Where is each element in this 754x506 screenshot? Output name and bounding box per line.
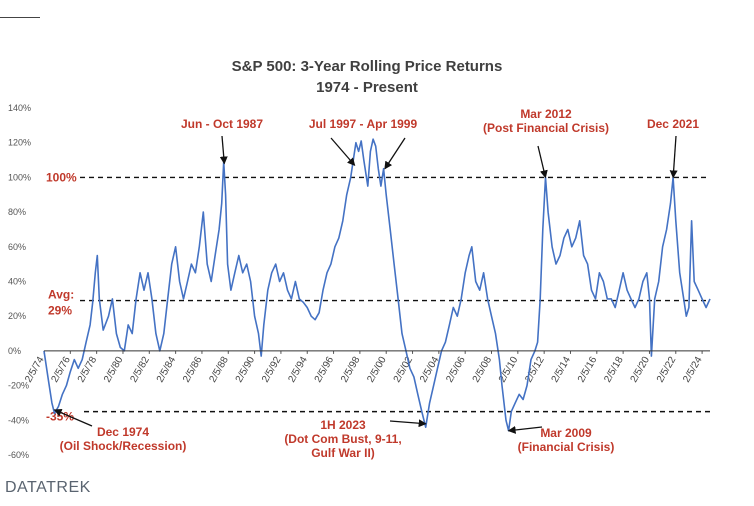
- annotation-text: 1H 2023: [320, 418, 366, 432]
- annotation-arrow: [384, 137, 406, 170]
- x-tick-label: 2/5/14: [550, 355, 574, 385]
- annotation-text: Mar 2009: [540, 426, 592, 440]
- series-group: [43, 138, 711, 432]
- x-axis-ticks: 2/5/74 2/5/76 2/5/78 2/5/80 2/5/82 2/5/84 2/5/…: [23, 350, 705, 385]
- top-rule: [0, 17, 40, 18]
- y-tick-label: 120%: [8, 138, 31, 148]
- x-tick-label: 2/5/12: [523, 355, 547, 385]
- reference-lines: 100% Avg: 29% -35%: [46, 170, 710, 424]
- x-tick-label: 2/5/94: [286, 355, 310, 385]
- y-axis-ticks: 140% 120% 100% 80% 60% 40% 20% 0% -20% -40% -60%: [8, 103, 31, 460]
- reference-label: -35%: [46, 410, 74, 424]
- reference-label: 29%: [48, 304, 72, 318]
- x-tick-label: 2/5/92: [260, 355, 284, 385]
- annotation-text: Dec 2021: [647, 117, 699, 131]
- y-tick-label: 40%: [8, 277, 26, 287]
- y-tick-label: 80%: [8, 207, 26, 217]
- chart: S&P 500: 3-Year Rolling Price Returns 19…: [8, 58, 711, 460]
- x-tick-label: 2/5/90: [234, 355, 258, 385]
- y-tick-label: -20%: [8, 381, 29, 391]
- annotation-arrow: [389, 419, 427, 428]
- y-tick-label: -40%: [8, 415, 29, 425]
- x-tick-label: 2/5/88: [207, 355, 231, 385]
- x-tick-label: 2/5/16: [576, 355, 600, 385]
- x-tick-label: 2/5/08: [471, 355, 495, 385]
- annotation-text: Dec 1974: [97, 425, 149, 439]
- x-tick-label: 2/5/00: [365, 355, 389, 385]
- x-tick-label: 2/5/22: [655, 355, 679, 385]
- reference-label: Avg:: [48, 288, 74, 302]
- y-tick-label: 20%: [8, 311, 26, 321]
- annotation-arrow: [669, 135, 678, 179]
- annotation-arrow: [53, 408, 93, 427]
- y-tick-label: 100%: [8, 172, 31, 182]
- annotation-text: Jun - Oct 1987: [181, 117, 263, 131]
- x-tick-label: 2/5/86: [181, 355, 205, 385]
- annotation-text: Mar 2012: [520, 107, 572, 121]
- annotation-arrow: [507, 425, 543, 434]
- x-tick-label: 2/5/98: [339, 355, 363, 385]
- annotation-arrow: [537, 145, 548, 179]
- chart-subtitle: 1974 - Present: [316, 79, 418, 96]
- x-tick-label: 2/5/04: [418, 355, 442, 385]
- annotations: Jun - Oct 1987 Jul 1997 - Apr 1999 Mar 201…: [53, 107, 699, 460]
- annotation-text: (Financial Crisis): [518, 440, 615, 454]
- annotation-arrow: [330, 137, 356, 167]
- y-tick-label: 140%: [8, 103, 31, 113]
- y-tick-label: 60%: [8, 242, 26, 252]
- annotation-text: (Oil Shock/Recession): [60, 439, 187, 453]
- x-tick-label: 2/5/78: [76, 355, 100, 385]
- x-tick-label: 2/5/06: [444, 355, 468, 385]
- annotation-text: Gulf War II): [311, 446, 375, 460]
- brand-logo-text: DATATREK: [5, 479, 91, 496]
- x-tick-label: 2/5/24: [681, 355, 705, 385]
- x-tick-label: 2/5/74: [23, 355, 47, 385]
- y-tick-label: 0%: [8, 346, 21, 356]
- x-tick-label: 2/5/84: [155, 355, 179, 385]
- x-tick-label: 2/5/18: [602, 355, 626, 385]
- x-tick-label: 2/5/82: [128, 355, 152, 385]
- x-tick-label: 2/5/80: [102, 355, 126, 385]
- x-tick-label: 2/5/76: [49, 355, 73, 385]
- y-tick-label: -60%: [8, 450, 29, 460]
- x-tick-label: 2/5/20: [629, 355, 653, 385]
- series-line: [43, 138, 711, 432]
- reference-label: 100%: [46, 170, 77, 184]
- annotation-arrow: [219, 135, 228, 165]
- x-tick-label: 2/5/96: [313, 355, 337, 385]
- chart-title: S&P 500: 3-Year Rolling Price Returns: [232, 58, 503, 75]
- annotation-text: Jul 1997 - Apr 1999: [309, 117, 418, 131]
- x-tick-label: 2/5/02: [392, 355, 416, 385]
- annotation-text: (Post Financial Crisis): [483, 121, 609, 135]
- annotation-text: (Dot Com Bust, 9-11,: [284, 432, 401, 446]
